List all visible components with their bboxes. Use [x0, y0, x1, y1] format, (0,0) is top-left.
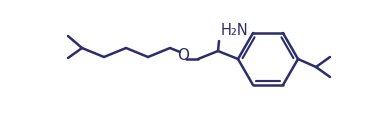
Text: O: O	[177, 48, 189, 63]
Text: H₂N: H₂N	[221, 23, 249, 38]
